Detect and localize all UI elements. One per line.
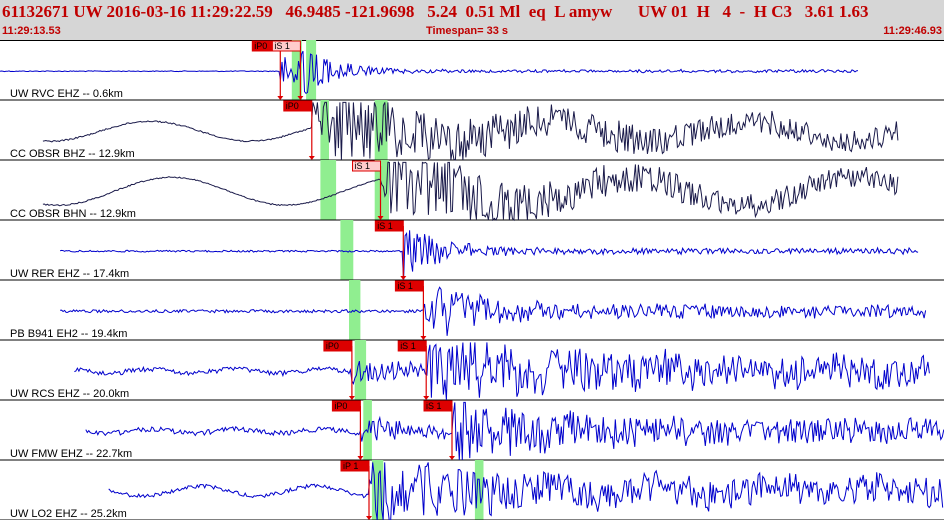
pick-marker bbox=[331, 400, 361, 412]
time-window-lo2-0 bbox=[371, 460, 384, 520]
pick-label: iS 1 bbox=[355, 161, 371, 171]
pick-marker bbox=[397, 340, 427, 352]
pick-label: iS 1 bbox=[400, 341, 416, 351]
pick-label: iS 1 bbox=[426, 401, 442, 411]
waveform-rvc-ehz bbox=[0, 50, 859, 95]
event-field-c3: C3 bbox=[771, 2, 792, 21]
pick-triangle bbox=[420, 336, 427, 340]
pick-triangle bbox=[377, 216, 384, 220]
event-id: 61132671 bbox=[2, 2, 70, 21]
time-window-lo2-1 bbox=[474, 460, 484, 520]
time-window-rvc-0 bbox=[291, 40, 302, 100]
pick-label: iS 1 bbox=[397, 281, 413, 291]
pick-marker bbox=[352, 160, 381, 172]
event-type: eq bbox=[528, 2, 546, 21]
pick-label: iS 1 bbox=[274, 41, 290, 51]
pick-marker bbox=[323, 340, 353, 352]
pick-triangle bbox=[449, 456, 455, 460]
waveform-lo2-ehz bbox=[108, 462, 944, 520]
waveform-rcs-ehz bbox=[74, 342, 930, 401]
trace-label-rer-ehz: UW RER EHZ -- 17.4km bbox=[10, 268, 129, 280]
event-field-dash: - bbox=[739, 2, 746, 21]
pick-marker bbox=[394, 280, 424, 292]
pick-label: iP0 bbox=[254, 41, 267, 51]
pick-triangle bbox=[357, 456, 364, 460]
event-network: UW bbox=[73, 2, 103, 21]
event-source: UW bbox=[637, 2, 667, 21]
pick-marker bbox=[423, 400, 453, 412]
seismogram-panel: iP0 iS 1 UW RVC EHZ -- 0.6km iP0 CC OBSR BHZ… bbox=[0, 40, 944, 520]
pick-triangle bbox=[423, 396, 430, 400]
timespan-value: 33 s bbox=[486, 25, 509, 37]
event-quality: H bbox=[696, 2, 710, 21]
time-window-rvc-1 bbox=[306, 40, 317, 100]
pick-triangle bbox=[400, 276, 407, 280]
pick-label: iP0 bbox=[334, 401, 347, 411]
pick-triangle bbox=[297, 96, 304, 100]
event-magnitude: 0.51 bbox=[465, 2, 496, 21]
pick-marker bbox=[283, 100, 313, 112]
event-location-type: L bbox=[554, 2, 565, 21]
trace-label-obsr-bhz: CC OBSR BHZ -- 12.9km bbox=[10, 148, 135, 160]
waveform-fmw-ehz bbox=[85, 401, 944, 461]
trace-label-fmw-ehz: UW FMW EHZ -- 22.7km bbox=[10, 448, 132, 460]
pick-marker bbox=[271, 40, 301, 52]
event-version: 01 bbox=[671, 2, 689, 21]
event-analyst: amyw bbox=[568, 2, 613, 21]
pick-label: iP 1 bbox=[343, 461, 358, 471]
trace-label-b941-eh2: PB B941 EH2 -- 19.4km bbox=[10, 328, 127, 340]
trace-label-rcs-ehz: UW RCS EHZ -- 20.0km bbox=[10, 388, 129, 400]
event-field-h: H bbox=[753, 2, 767, 21]
pick-label: iS 1 bbox=[377, 221, 393, 231]
time-window-obsr-0 bbox=[320, 100, 329, 160]
event-depth: 5.24 bbox=[427, 2, 457, 21]
waveform-b941-eh2 bbox=[60, 286, 927, 336]
trace-label-obsr-bhn: CC OBSR BHN -- 12.9km bbox=[10, 208, 136, 220]
time-window-obsr-0 bbox=[320, 160, 337, 220]
pick-marker bbox=[374, 220, 404, 232]
pick-triangle bbox=[348, 396, 355, 400]
pick-triangle bbox=[308, 156, 315, 160]
time-window-rer-0 bbox=[340, 220, 354, 280]
time-window-obsr-1 bbox=[374, 160, 389, 220]
event-datetime: 2016-03-16 11:29:22.59 bbox=[106, 2, 273, 21]
waveform-rer-ehz bbox=[60, 230, 919, 281]
event-header: 61132671 UW 2016-03-16 11:29:22.59 46.94… bbox=[0, 0, 944, 41]
event-longitude: -121.9698 bbox=[345, 2, 415, 21]
event-summary-line: 61132671 UW 2016-03-16 11:29:22.59 46.94… bbox=[2, 2, 942, 22]
event-mag-type: Ml bbox=[499, 2, 521, 21]
event-error: 1.63 bbox=[838, 2, 869, 21]
event-field-4: 4 bbox=[722, 2, 732, 21]
pick-label: iP0 bbox=[286, 101, 299, 111]
pick-triangle bbox=[277, 96, 284, 100]
waveform-obsr-bhz bbox=[42, 101, 899, 161]
time-start: 11:29:13.53 bbox=[2, 25, 61, 37]
event-rms: 3.61 bbox=[804, 2, 835, 21]
pick-marker bbox=[340, 460, 370, 472]
event-latitude: 46.9485 bbox=[285, 2, 341, 21]
pick-triangle bbox=[366, 516, 372, 520]
timespan-label: Timespan= bbox=[426, 25, 484, 37]
timespan-readout: Timespan= 33 s bbox=[426, 24, 508, 38]
trace-label-rvc-ehz: UW RVC EHZ -- 0.6km bbox=[10, 88, 123, 100]
waveform-obsr-bhn bbox=[42, 160, 899, 222]
time-window-b941-0 bbox=[349, 280, 361, 340]
trace-label-lo2-ehz: UW LO2 EHZ -- 25.2km bbox=[10, 508, 127, 520]
pick-label: iP0 bbox=[326, 341, 339, 351]
time-end: 11:29:46.93 bbox=[883, 25, 942, 37]
